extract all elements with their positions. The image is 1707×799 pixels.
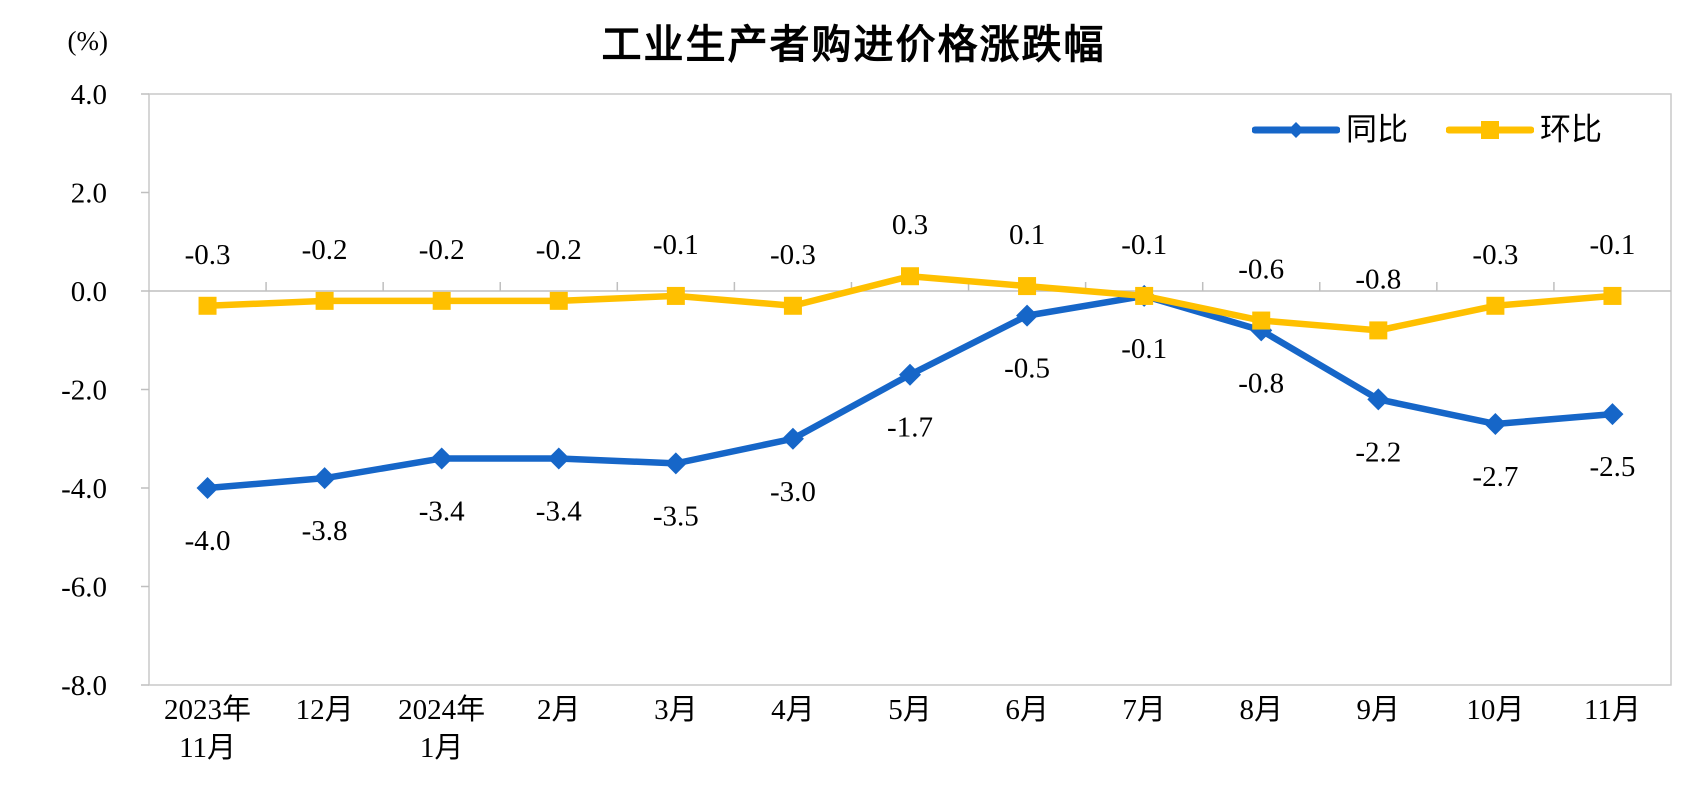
diamond-marker	[1016, 304, 1039, 327]
data-label-环比: -0.2	[419, 234, 465, 266]
square-marker	[1252, 311, 1271, 330]
data-label-环比: -0.6	[1238, 254, 1284, 286]
legend-label-yoy: 同比	[1346, 112, 1408, 147]
data-label-环比: 0.1	[1009, 219, 1045, 251]
data-label-环比: -0.3	[185, 239, 231, 271]
square-marker	[1603, 286, 1622, 305]
square-marker	[666, 286, 685, 305]
y-tick-label: 2.0	[71, 178, 107, 210]
y-tick-label: 0.0	[71, 276, 107, 308]
data-label-同比: -3.8	[302, 515, 348, 547]
data-label-环比: -0.8	[1355, 263, 1401, 295]
data-label-同比: -2.2	[1355, 436, 1401, 468]
square-marker	[901, 267, 919, 286]
data-label-环比: -0.3	[1472, 239, 1518, 271]
data-label-环比: -0.3	[770, 239, 816, 271]
x-tick-label: 6月	[1005, 694, 1049, 726]
diamond-marker	[1367, 388, 1390, 411]
diamond-marker	[1484, 412, 1507, 435]
square-marker	[1018, 277, 1037, 296]
data-label-同比: -2.5	[1590, 451, 1636, 483]
data-label-环比: -0.1	[653, 229, 699, 261]
square-marker	[198, 296, 217, 315]
diamond-marker	[313, 467, 336, 490]
x-tick-label: 4月	[771, 694, 815, 726]
data-label-同比: -1.7	[887, 412, 933, 444]
data-label-同比: -3.4	[536, 495, 582, 527]
y-tick-label: -4.0	[61, 473, 107, 505]
data-label-同比: -3.0	[770, 476, 816, 508]
x-tick-label: 8月	[1239, 694, 1283, 726]
y-tick-label: -6.0	[61, 572, 107, 604]
x-tick-label: 5月	[888, 694, 932, 726]
diamond-marker	[664, 452, 687, 475]
data-label-同比: -0.8	[1238, 367, 1284, 399]
data-label-同比: -2.7	[1472, 461, 1518, 493]
square-marker	[1486, 296, 1505, 315]
x-tick-label: 7月	[1122, 694, 1166, 726]
x-tick-label: 2023年	[164, 693, 251, 726]
y-tick-label: -2.0	[61, 375, 107, 407]
diamond-marker	[196, 477, 219, 499]
x-tick-label: 1月	[420, 732, 464, 764]
legend-item-mom[interactable]: 环比	[1446, 114, 1602, 145]
x-tick-label: 2024年	[398, 693, 485, 726]
plot-border	[148, 93, 1672, 686]
diamond-marker	[781, 427, 804, 450]
square-marker	[432, 291, 451, 310]
legend-item-yoy[interactable]: 同比	[1252, 114, 1408, 145]
x-tick-label: 2月	[537, 694, 581, 726]
x-tick-label: 11月	[179, 732, 236, 764]
legend-label-mom: 环比	[1540, 112, 1602, 147]
x-tick-label: 11月	[1584, 694, 1641, 726]
y-tick-label: 4.0	[71, 79, 107, 111]
yoy-line-diamond-icon	[1252, 121, 1340, 138]
square-marker	[315, 291, 334, 310]
y-tick-label: -8.0	[61, 670, 107, 702]
data-label-同比: -0.1	[1121, 333, 1167, 365]
x-tick-label: 10月	[1466, 694, 1524, 726]
data-label-同比: -4.0	[185, 525, 231, 557]
square-marker	[783, 296, 802, 315]
data-label-环比: -0.1	[1590, 229, 1636, 261]
data-label-环比: -0.2	[536, 234, 582, 266]
diamond-marker	[430, 447, 453, 470]
chart-title: 工业生产者购进价格涨跌幅	[601, 23, 1106, 67]
data-label-环比: -0.1	[1121, 229, 1167, 261]
x-tick-label: 9月	[1357, 694, 1401, 726]
x-tick-label: 3月	[654, 694, 698, 726]
data-label-同比: -3.4	[419, 495, 465, 527]
square-marker	[549, 291, 568, 310]
y-axis-unit-label: (%)	[67, 26, 108, 56]
mom-line-square-icon	[1446, 120, 1534, 139]
data-label-同比: -3.5	[653, 500, 699, 532]
diamond-marker	[1601, 403, 1624, 426]
data-label-同比: -0.5	[1004, 353, 1050, 385]
diamond-marker	[899, 363, 921, 386]
x-tick-label: 12月	[296, 694, 354, 726]
square-marker	[1369, 321, 1388, 340]
square-marker	[1135, 286, 1154, 305]
diamond-marker	[547, 447, 570, 470]
legend: 同比 环比	[1252, 114, 1602, 145]
data-label-环比: 0.3	[892, 209, 928, 241]
data-label-环比: -0.2	[302, 234, 348, 266]
